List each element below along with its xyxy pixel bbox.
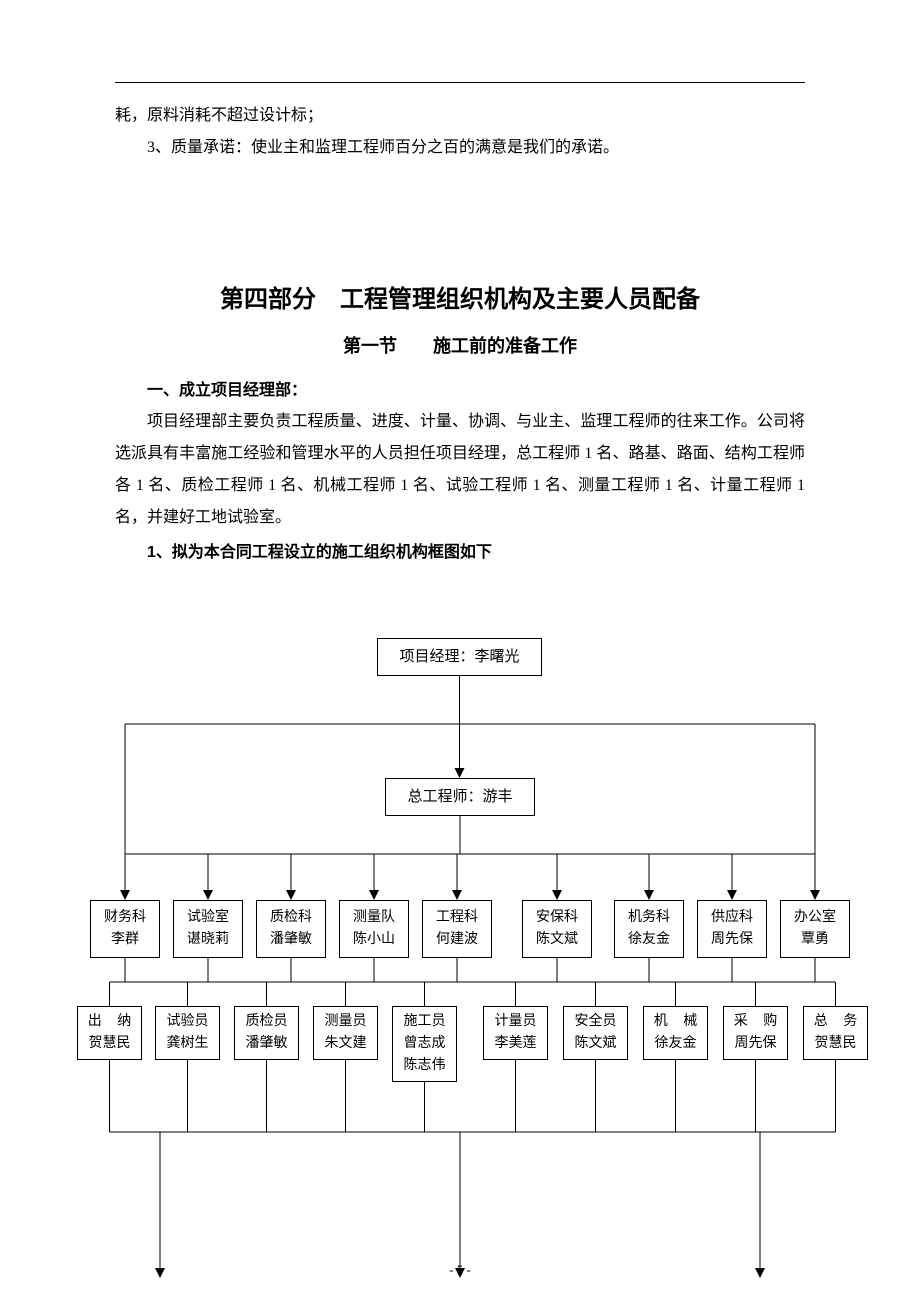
- org-node: 安保科陈文斌: [522, 900, 592, 958]
- bold-line: 1、拟为本合同工程设立的施工组织机构框图如下: [115, 538, 805, 562]
- section-title: 第一节 施工前的准备工作: [115, 332, 805, 358]
- org-node: 试验室谌晓莉: [173, 900, 243, 958]
- org-node: 施工员曾志成陈志伟: [392, 1006, 457, 1082]
- org-node: 采 购周先保: [723, 1006, 788, 1060]
- org-node: 机 械徐友金: [643, 1006, 708, 1060]
- header-rule: [115, 82, 805, 83]
- org-chart-lines: [0, 638, 920, 1298]
- paragraph: 项目经理部主要负责工程质量、进度、计量、协调、与业主、监理工程师的往来工作。公司…: [115, 406, 805, 534]
- org-node: 质检员潘肇敏: [234, 1006, 299, 1060]
- org-node: 出 纳贺慧民: [77, 1006, 142, 1060]
- org-node: 总工程师：游丰: [385, 778, 535, 816]
- org-node: 质检科潘肇敏: [256, 900, 326, 958]
- page-number: - 5 -: [0, 1262, 920, 1278]
- intro-line-1: 耗，原料消耗不超过设计标；: [115, 100, 805, 132]
- intro-line-2: 3、质量承诺：使业主和监理工程师百分之百的满意是我们的承诺。: [115, 132, 805, 164]
- org-node: 总 务贺慧民: [803, 1006, 868, 1060]
- org-node: 计量员李美莲: [483, 1006, 548, 1060]
- org-node: 安全员陈文斌: [563, 1006, 628, 1060]
- org-node: 机务科徐友金: [614, 900, 684, 958]
- org-node: 工程科何建波: [422, 900, 492, 958]
- org-node: 测量队陈小山: [339, 900, 409, 958]
- part-title: 第四部分 工程管理组织机构及主要人员配备: [115, 279, 805, 314]
- org-node: 供应科周先保: [697, 900, 767, 958]
- sub-heading: 一、成立项目经理部：: [115, 376, 805, 400]
- org-node: 办公室覃勇: [780, 900, 850, 958]
- org-node: 试验员龚树生: [155, 1006, 220, 1060]
- org-node: 财务科李群: [90, 900, 160, 958]
- org-node: 测量员朱文建: [313, 1006, 378, 1060]
- org-chart: 项目经理：李曙光总工程师：游丰财务科李群试验室谌晓莉质检科潘肇敏测量队陈小山工程…: [0, 638, 920, 1278]
- org-node: 项目经理：李曙光: [377, 638, 542, 676]
